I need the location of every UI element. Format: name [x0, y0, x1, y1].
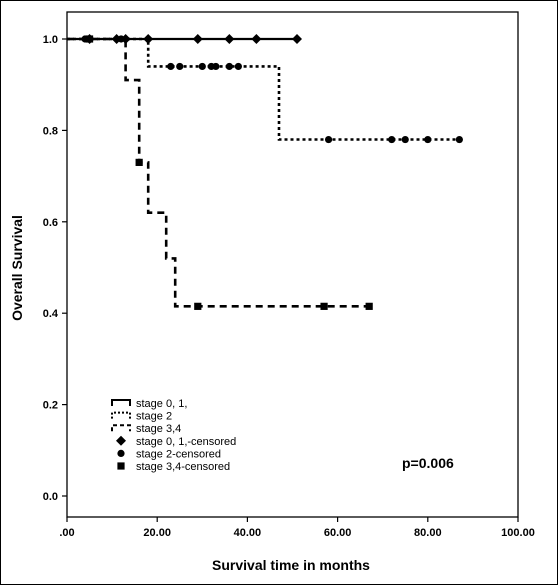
censored-marker-square [85, 35, 94, 43]
censored-marker-circle [324, 135, 333, 144]
legend-label: stage 3,4 [136, 423, 181, 435]
legend-item: stage 0, 1, [111, 398, 187, 410]
axes-group: 0.0 0.2 0.4 0.6 0.8 1.0 .00 20.00 40.00 60.00 80.0… [43, 11, 535, 539]
censored-marker-diamond [224, 34, 235, 44]
legend-label: stage 0, 1, [136, 398, 187, 410]
legend-item: stage 0, 1,-censored [116, 435, 236, 448]
x-tick-label: .00 [59, 527, 74, 539]
x-tick-label: 100.00 [501, 527, 535, 539]
y-tick-label: 1.0 [43, 34, 58, 46]
legend-item: stage 3,4 [111, 423, 181, 435]
legend-label: stage 2-censored [136, 448, 221, 460]
series-2 [67, 35, 463, 144]
censored-marker-circle [388, 135, 396, 144]
censored-marker-square [320, 302, 328, 310]
y-tick-label: 0.6 [43, 217, 58, 229]
censored-marker-circle [176, 62, 184, 71]
censored-marker-circle [212, 62, 220, 71]
y-tick-label: 0.8 [43, 125, 58, 137]
censored-marker-square [365, 302, 373, 310]
censored-marker-circle [455, 135, 463, 144]
series-layer [67, 34, 463, 310]
legend-label: stage 2 [136, 411, 172, 423]
legend-label: stage 3,4-censored [136, 461, 230, 473]
censored-marker-diamond [192, 34, 203, 44]
censored-marker-square [194, 302, 202, 310]
p-value-annotation: p=0.006 [402, 455, 454, 471]
y-axis-title: Overall Survival [9, 215, 25, 321]
plot-area-border [66, 11, 519, 518]
censored-marker-diamond [292, 34, 303, 44]
censored-marker-circle [225, 62, 233, 71]
censored-marker-circle [198, 62, 206, 71]
legend-item: stage 3,4-censored [117, 461, 230, 473]
legend-marker-circle [117, 449, 125, 457]
x-tick-label: 60.00 [324, 527, 352, 539]
legend-marker-diamond [116, 435, 126, 446]
series-3 [67, 35, 373, 310]
censored-marker-diamond [143, 34, 154, 44]
censored-marker-circle [234, 62, 242, 71]
legend-swatch-solid [111, 399, 131, 406]
x-tick-label: 40.00 [234, 527, 262, 539]
y-tick-label: 0.2 [43, 400, 58, 412]
legend-label: stage 0, 1,-censored [136, 436, 236, 448]
legend-swatch-dotted [111, 411, 131, 419]
legend-swatch-dashed [111, 424, 131, 432]
x-tick-label: 20.00 [143, 527, 171, 539]
censored-marker-circle [424, 135, 432, 144]
y-tick-label: 0.0 [43, 491, 58, 503]
legend-item: stage 2-censored [117, 448, 221, 460]
series-1 [67, 34, 303, 44]
x-axis-title: Survival time in months [212, 557, 370, 573]
series-line-dashed [67, 37, 370, 308]
censored-marker-circle [167, 62, 175, 71]
y-tick-label: 0.4 [43, 308, 59, 320]
legend-item: stage 2 [111, 411, 172, 423]
censored-marker-square [135, 158, 143, 166]
legend-marker-square [117, 462, 125, 470]
x-tick-label: 80.00 [414, 527, 442, 539]
censored-marker-diamond [251, 34, 262, 44]
censored-marker-circle [401, 135, 409, 144]
